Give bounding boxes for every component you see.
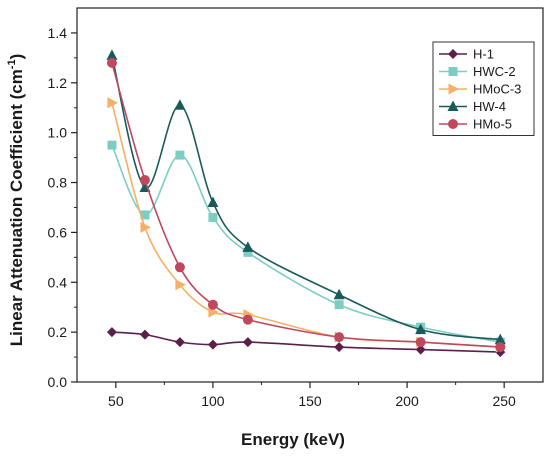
y-axis-title-superscript: -1 [6, 59, 18, 69]
data-point [334, 342, 345, 353]
y-tick-label: 1.4 [48, 25, 68, 41]
y-tick-label: 1.0 [48, 125, 68, 141]
legend-label: HWC-2 [473, 64, 516, 79]
axes: 50 100 150 200 250 0.0 0.2 0.4 0.6 0.8 1.0 1.2 1.4 [48, 7, 544, 409]
y-tick-label: 1.2 [48, 75, 68, 91]
series-hmo-5 [106, 57, 506, 353]
data-point [208, 212, 218, 222]
series-line [111, 102, 501, 348]
data-point [208, 306, 219, 318]
data-point [334, 300, 344, 310]
legend-label: H-1 [473, 47, 494, 62]
data-point [140, 210, 150, 220]
data-point [207, 339, 218, 350]
data-point [207, 196, 219, 207]
legend-marker [448, 49, 458, 59]
series-line [111, 144, 501, 343]
data-point [106, 57, 117, 68]
data-point [107, 97, 118, 109]
data-point [139, 175, 150, 186]
data-point [106, 49, 118, 60]
legend-item: HWC-2 [439, 64, 516, 79]
data-point [175, 150, 185, 160]
legend-marker [447, 100, 459, 111]
data-point [174, 337, 185, 348]
data-point [207, 299, 218, 310]
x-tick-label: 150 [298, 393, 322, 409]
data-point [243, 247, 253, 257]
y-axis-title: Linear Attenuation Coefficient (cm-1) [6, 54, 26, 347]
x-tick-label: 100 [201, 393, 225, 409]
legend-item: H-1 [439, 47, 494, 62]
data-point [415, 344, 426, 355]
data-point [494, 333, 506, 345]
legend-marker [448, 119, 458, 129]
data-point [107, 140, 117, 150]
data-point [106, 327, 117, 338]
data-point [415, 337, 426, 348]
y-tick-label: 0.8 [48, 175, 68, 191]
y-axis-title-suffix: ) [7, 54, 26, 60]
x-axis-title: Energy (keV) [241, 430, 345, 449]
legend-label: HMo-5 [473, 117, 512, 132]
data-point [495, 342, 506, 353]
y-tick-label: 0.0 [48, 374, 68, 390]
data-point [140, 221, 151, 233]
series-hwc-2 [107, 140, 505, 347]
data-point [334, 332, 345, 343]
x-tick-label: 200 [395, 393, 419, 409]
y-tick-label: 0.4 [48, 274, 68, 290]
legend-marker [448, 67, 458, 76]
y-axis-title-main: Linear Attenuation Coefficient (cm [7, 69, 26, 346]
data-point [174, 99, 186, 110]
legend-label: HW-4 [473, 99, 506, 114]
data-point [242, 314, 253, 325]
legend-item: HW-4 [439, 99, 506, 114]
data-point [242, 241, 254, 252]
y-tick-label: 0.2 [48, 324, 68, 340]
series-line [111, 331, 501, 353]
data-point [415, 323, 427, 335]
y-tick-label: 0.6 [48, 224, 68, 240]
data-point [242, 337, 253, 348]
data-point [139, 329, 150, 340]
legend-item: HMoC-3 [439, 82, 521, 97]
data-point [333, 288, 345, 300]
legend-label: HMoC-3 [473, 82, 521, 97]
x-tick-label: 250 [492, 393, 516, 409]
legend-item: HMo-5 [439, 117, 512, 132]
data-point [174, 262, 185, 273]
series-group [106, 49, 507, 358]
legend: H-1 HWC-2 HMoC-3 HW-4 HMo-5 [432, 41, 535, 136]
data-point [175, 279, 186, 291]
legend-marker [448, 83, 459, 95]
x-tick-label: 50 [108, 393, 124, 409]
